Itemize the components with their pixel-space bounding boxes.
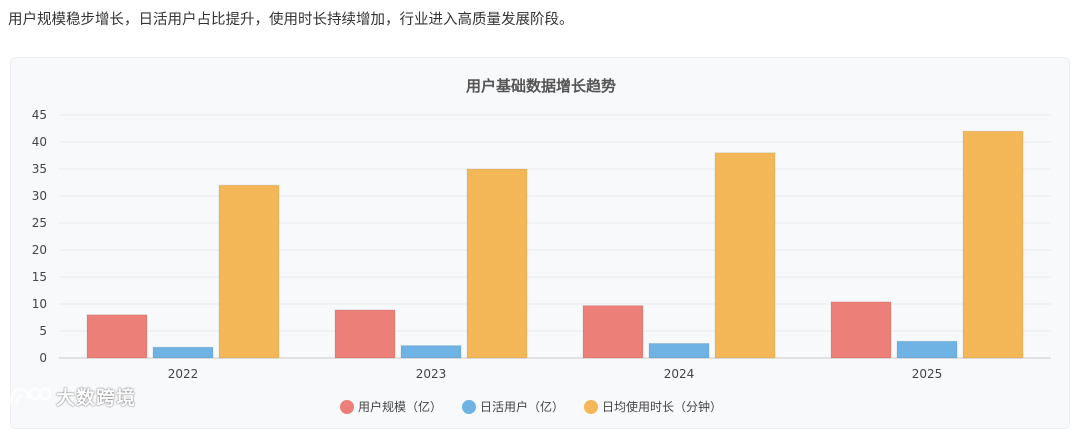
watermark-text: 大数跨境 [56,387,137,409]
x-tick-label: 2025 [912,367,943,381]
bar-2025-s0 [830,301,892,359]
bar-2024-s1 [648,342,710,359]
x-tick-label: 2023 [416,367,447,381]
chart-title: 用户基础数据增长趋势 [466,77,616,95]
y-tick-label: 30 [32,189,47,203]
brand-logo-icon [10,387,52,406]
bar-2024-s2 [714,152,776,359]
bar-2025-s1 [896,340,958,359]
bars [86,130,1024,359]
y-tick-label: 0 [39,351,47,365]
legend-swatch [584,400,598,414]
y-tick-label: 10 [32,297,47,311]
y-tick-label: 5 [39,324,47,338]
legend-swatch [340,400,354,414]
y-tick-label: 35 [32,162,47,176]
bar-2025-s2 [962,130,1024,359]
x-tick-label: 2024 [664,367,695,381]
y-axis-ticks: 0 5 10 15 20 25 30 35 40 45 [32,108,47,365]
y-tick-label: 15 [32,270,47,284]
bar-2023-s1 [400,345,462,359]
x-tick-label: 2022 [168,367,199,381]
y-tick-label: 25 [32,216,47,230]
bar-2023-s0 [334,309,396,359]
chart-card: 用户基础数据增长趋势 0 5 10 15 20 25 30 35 40 45 2022 2023 20… [10,57,1070,429]
bar-2023-s2 [466,168,528,359]
watermark: 大数跨境 [8,383,136,410]
y-tick-label: 40 [32,135,47,149]
legend-item: 用户规模（亿） [358,399,442,414]
bar-2024-s0 [582,305,644,359]
x-axis-ticks: 2022 2023 2024 2025 [168,367,943,381]
bar-2022-s0 [86,314,148,359]
legend-item: 日活用户（亿） [480,399,564,414]
intro-text: 用户规模稳步增长，日活用户占比提升，使用时长持续增加，行业进入高质量发展阶段。 [8,12,574,28]
legend-item: 日均使用时长（分钟） [602,399,722,414]
bar-2022-s2 [218,184,280,359]
bar-2022-s1 [152,346,214,359]
y-tick-label: 45 [32,108,47,122]
grid-lines [59,114,1051,359]
legend-swatch [462,400,476,414]
legend: 用户规模（亿） 日活用户（亿） 日均使用时长（分钟） [340,399,722,414]
y-tick-label: 20 [32,243,47,257]
